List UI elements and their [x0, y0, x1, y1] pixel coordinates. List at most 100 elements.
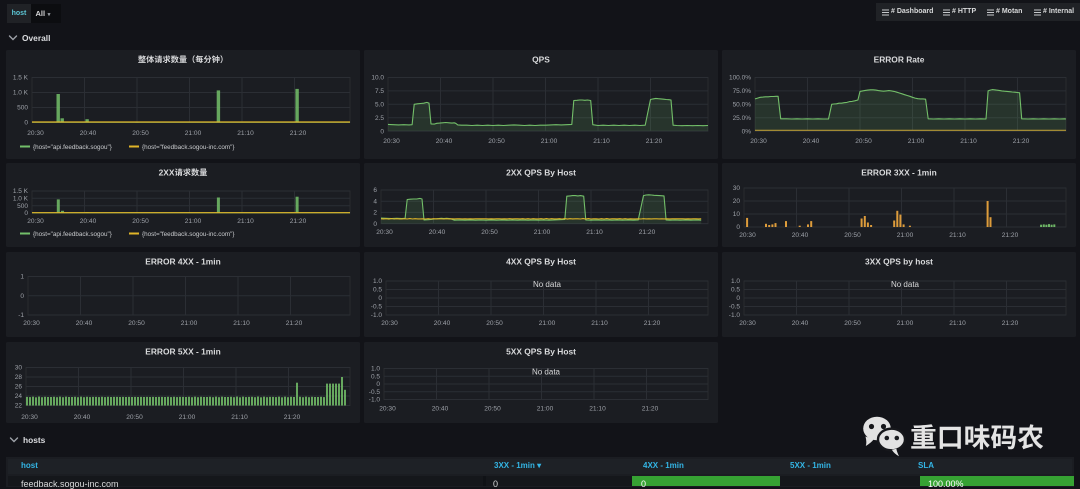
svg-text:21:10: 21:10 [233, 320, 250, 327]
svg-text:20:40: 20:40 [432, 406, 449, 413]
svg-text:-0.5: -0.5 [371, 304, 383, 311]
svg-text:20:30: 20:30 [383, 138, 400, 145]
svg-text:ERROR 5XX - 1min: ERROR 5XX - 1min [145, 346, 220, 356]
svg-text:0: 0 [736, 295, 740, 302]
svg-text:20:50: 20:50 [132, 218, 149, 225]
svg-text:4XX QPS By Host: 4XX QPS By Host [506, 256, 576, 266]
svg-text:0.5: 0.5 [731, 287, 740, 294]
svg-text:30: 30 [15, 365, 23, 372]
svg-text:1.0: 1.0 [731, 278, 740, 285]
svg-text:20:30: 20:30 [376, 229, 393, 236]
svg-text:21:00: 21:00 [185, 130, 202, 137]
svg-text:20:50: 20:50 [844, 232, 861, 239]
svg-text:20:50: 20:50 [855, 138, 872, 145]
svg-text:21:10: 21:10 [237, 130, 254, 137]
svg-text:ERROR 3XX - 1min: ERROR 3XX - 1min [861, 167, 936, 177]
svg-text:21:20: 21:20 [1013, 138, 1030, 145]
svg-text:1.0: 1.0 [373, 278, 382, 285]
svg-text:28: 28 [15, 374, 23, 381]
svg-text:20:30: 20:30 [739, 232, 756, 239]
svg-text:20: 20 [733, 198, 741, 205]
svg-text:2XX QPS By Host: 2XX QPS By Host [506, 167, 576, 177]
svg-text:500: 500 [17, 105, 28, 112]
svg-text:21:00: 21:00 [534, 229, 551, 236]
svg-text:-1.0: -1.0 [729, 312, 741, 319]
svg-text:-1: -1 [18, 312, 24, 319]
svg-text:21:10: 21:10 [591, 320, 608, 327]
svg-text:20:50: 20:50 [844, 320, 861, 327]
svg-text:{host="api.feedback.sogou"}: {host="api.feedback.sogou"} [33, 231, 112, 238]
svg-text:21:10: 21:10 [949, 320, 966, 327]
svg-text:1.5 K: 1.5 K [13, 188, 29, 195]
svg-text:21:00: 21:00 [537, 406, 554, 413]
svg-text:No data: No data [533, 280, 562, 289]
svg-text:21:10: 21:10 [593, 138, 610, 145]
svg-text:21:20: 21:20 [639, 229, 656, 236]
svg-text:21:20: 21:20 [644, 320, 661, 327]
svg-text:-1.0: -1.0 [371, 312, 383, 319]
svg-text:10: 10 [733, 211, 741, 218]
svg-text:500: 500 [17, 203, 28, 210]
svg-text:50.0%: 50.0% [733, 102, 752, 109]
svg-text:{host="feedback.sogou-inc.com": {host="feedback.sogou-inc.com"} [142, 144, 235, 151]
svg-text:No data: No data [532, 368, 561, 377]
svg-text:21:00: 21:00 [541, 138, 558, 145]
svg-text:20:50: 20:50 [126, 414, 143, 421]
svg-text:20:40: 20:40 [80, 130, 97, 137]
svg-text:0%: 0% [742, 128, 752, 135]
svg-text:0: 0 [373, 221, 377, 228]
svg-text:20:40: 20:40 [436, 138, 453, 145]
svg-text:20:40: 20:40 [76, 320, 93, 327]
svg-text:2XX: 2XX [159, 167, 175, 177]
svg-text:0: 0 [20, 293, 24, 300]
svg-text:21:20: 21:20 [284, 414, 301, 421]
svg-text:20:30: 20:30 [21, 414, 38, 421]
svg-text:20:40: 20:40 [792, 320, 809, 327]
svg-text:0.5: 0.5 [373, 287, 382, 294]
svg-text:2: 2 [373, 210, 377, 217]
svg-text:21:10: 21:10 [960, 138, 977, 145]
svg-text:75.0%: 75.0% [733, 88, 752, 95]
svg-text:ERROR Rate: ERROR Rate [874, 54, 925, 64]
svg-text:20:50: 20:50 [488, 138, 505, 145]
svg-text:21:20: 21:20 [646, 138, 663, 145]
svg-text:ERROR 4XX - 1min: ERROR 4XX - 1min [145, 256, 220, 266]
svg-text:10.0: 10.0 [371, 75, 384, 82]
svg-text:20:50: 20:50 [132, 130, 149, 137]
svg-text:0.5: 0.5 [371, 374, 380, 381]
svg-text:20:40: 20:40 [803, 138, 820, 145]
svg-text:21:20: 21:20 [1002, 232, 1019, 239]
svg-text:1.5 K: 1.5 K [13, 75, 29, 82]
svg-text:30: 30 [733, 185, 741, 192]
svg-text:20:30: 20:30 [379, 406, 396, 413]
svg-text:20:40: 20:40 [80, 218, 97, 225]
svg-text:0: 0 [24, 210, 28, 217]
svg-text:1.0 K: 1.0 K [13, 196, 29, 203]
svg-text:21:10: 21:10 [237, 218, 254, 225]
svg-text:20:40: 20:40 [74, 414, 91, 421]
svg-text:20:30: 20:30 [27, 130, 44, 137]
svg-text:{host="feedback.sogou-inc.com": {host="feedback.sogou-inc.com"} [142, 231, 235, 238]
svg-text:21:00: 21:00 [897, 320, 914, 327]
svg-text:21:20: 21:20 [286, 320, 303, 327]
svg-text:21:10: 21:10 [586, 229, 603, 236]
svg-text:20:40: 20:40 [434, 320, 451, 327]
svg-text:5.0: 5.0 [375, 102, 384, 109]
svg-text:21:00: 21:00 [908, 138, 925, 145]
svg-text:20:30: 20:30 [27, 218, 44, 225]
svg-text:21:00: 21:00 [181, 320, 198, 327]
svg-text:21:20: 21:20 [290, 218, 307, 225]
svg-text:21:00: 21:00 [185, 218, 202, 225]
svg-text:1: 1 [20, 274, 24, 281]
svg-text:20:50: 20:50 [484, 406, 501, 413]
svg-text:21:20: 21:20 [642, 406, 659, 413]
svg-text:0: 0 [378, 295, 382, 302]
svg-text:7.5: 7.5 [375, 88, 384, 95]
svg-text:20:30: 20:30 [381, 320, 398, 327]
svg-text:5XX QPS By Host: 5XX QPS By Host [506, 346, 576, 356]
svg-text:21:00: 21:00 [539, 320, 556, 327]
svg-text:20:40: 20:40 [792, 232, 809, 239]
svg-text:21:00: 21:00 [179, 414, 196, 421]
svg-text:25.0%: 25.0% [733, 115, 752, 122]
svg-text:No data: No data [891, 280, 920, 289]
